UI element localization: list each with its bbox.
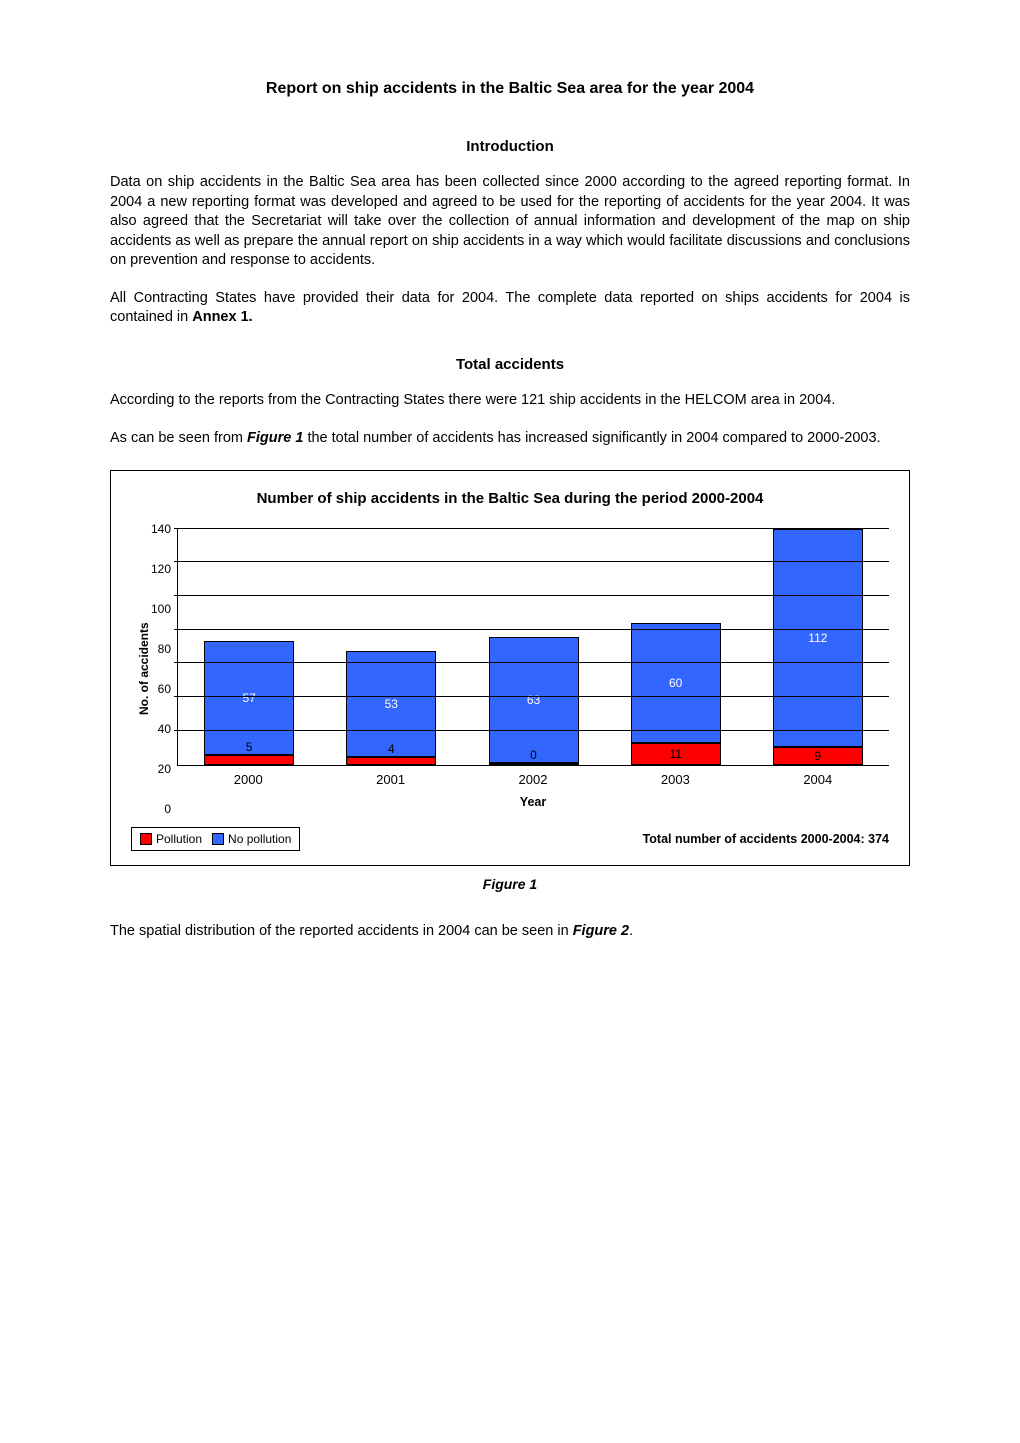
y-tick-mark: [174, 528, 178, 529]
legend-label: Pollution: [156, 832, 202, 846]
figure1-caption: Figure 1: [110, 876, 910, 892]
y-tick-mark: [174, 629, 178, 630]
plot-area: 57 5 53 4 63 0 60 11 112 9: [177, 529, 889, 766]
bar-value-label: 0: [490, 748, 578, 762]
gridline: [178, 595, 889, 596]
bar-segment-no-pollution: 57: [204, 641, 294, 755]
bar-value-label: 5: [205, 740, 293, 754]
closing-a: The spatial distribution of the reported…: [110, 923, 573, 939]
figure1-chart: Number of ship accidents in the Baltic S…: [110, 470, 910, 866]
bar-value-label: 57: [205, 691, 293, 705]
y-tick-mark: [174, 730, 178, 731]
y-tick-mark: [174, 662, 178, 663]
section-heading-introduction: Introduction: [110, 138, 910, 155]
y-tick-mark: [174, 561, 178, 562]
bar-value-label: 60: [632, 676, 720, 690]
total-paragraph-1: According to the reports from the Contra…: [110, 391, 910, 411]
chart-title: Number of ship accidents in the Baltic S…: [131, 489, 889, 509]
total-para2-a: As can be seen from: [110, 430, 247, 446]
y-axis-label: No. of accidents: [131, 529, 151, 809]
legend-item: No pollution: [212, 832, 291, 846]
closing-paragraph: The spatial distribution of the reported…: [110, 922, 910, 942]
closing-b: .: [629, 923, 633, 939]
x-tick: 2000: [203, 772, 293, 787]
total-paragraph-2: As can be seen from Figure 1 the total n…: [110, 429, 910, 449]
bar-segment-pollution: 4: [346, 757, 436, 765]
legend-item: Pollution: [140, 832, 202, 846]
legend-swatch: [212, 833, 224, 845]
x-tick: 2004: [773, 772, 863, 787]
x-tick: 2003: [630, 772, 720, 787]
x-axis-label: Year: [177, 795, 889, 809]
gridline: [178, 528, 889, 529]
bar-value-label: 53: [347, 697, 435, 711]
x-tick: 2002: [488, 772, 578, 787]
y-axis-ticks: 140120100806040200: [151, 529, 177, 809]
bar-segment-pollution: 11: [631, 743, 721, 765]
bar-value-label: 4: [347, 742, 435, 756]
chart-footer: Pollution No pollution Total number of ac…: [131, 827, 889, 851]
x-tick: 2001: [346, 772, 436, 787]
bar-value-label: 11: [632, 747, 720, 761]
bar-segment-pollution: 0: [489, 763, 579, 765]
y-tick-mark: [174, 696, 178, 697]
gridline: [178, 662, 889, 663]
bar-value-label: 112: [774, 631, 862, 645]
chart-body: No. of accidents 140120100806040200 5755…: [131, 529, 889, 809]
bar-segment-no-pollution: 63: [489, 637, 579, 763]
intro-paragraph-2: All Contracting States have provided the…: [110, 289, 910, 328]
x-axis-ticks: 2000 2001 2002 2003 2004: [177, 772, 889, 787]
gridline: [178, 696, 889, 697]
page-title: Report on ship accidents in the Baltic S…: [110, 80, 910, 98]
total-para2-b: the total number of accidents has increa…: [303, 430, 880, 446]
figure1-ref: Figure 1: [247, 430, 303, 446]
intro-paragraph-1: Data on ship accidents in the Baltic Sea…: [110, 173, 910, 271]
bar-segment-pollution: 5: [204, 755, 294, 765]
bar-value-label: 63: [490, 693, 578, 707]
figure2-ref: Figure 2: [573, 923, 629, 939]
chart-legend: Pollution No pollution: [131, 827, 300, 851]
legend-label: No pollution: [228, 832, 291, 846]
gridline: [178, 561, 889, 562]
legend-swatch: [140, 833, 152, 845]
section-heading-total: Total accidents: [110, 356, 910, 373]
bar-segment-no-pollution: 60: [631, 623, 721, 743]
gridline: [178, 730, 889, 731]
annex-ref: Annex 1.: [192, 309, 252, 325]
chart-footer-note: Total number of accidents 2000-2004: 374: [643, 832, 889, 846]
gridline: [178, 629, 889, 630]
bar-value-label: 9: [774, 749, 862, 763]
bar-segment-pollution: 9: [773, 747, 863, 765]
y-tick-mark: [174, 595, 178, 596]
